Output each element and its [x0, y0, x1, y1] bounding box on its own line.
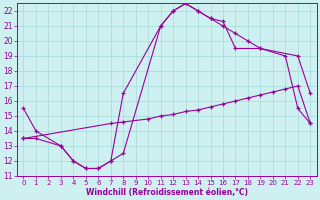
X-axis label: Windchill (Refroidissement éolien,°C): Windchill (Refroidissement éolien,°C) — [86, 188, 248, 197]
